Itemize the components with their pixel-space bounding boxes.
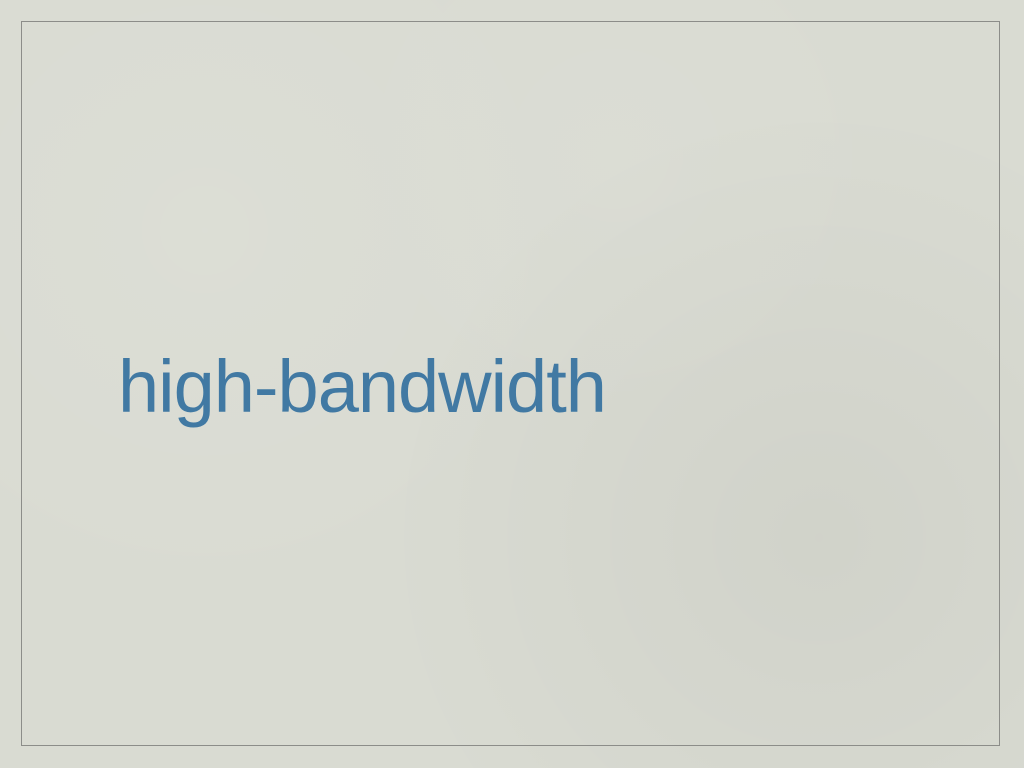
- slide-text: high-bandwidth: [118, 345, 607, 428]
- slide-frame: [21, 21, 1000, 746]
